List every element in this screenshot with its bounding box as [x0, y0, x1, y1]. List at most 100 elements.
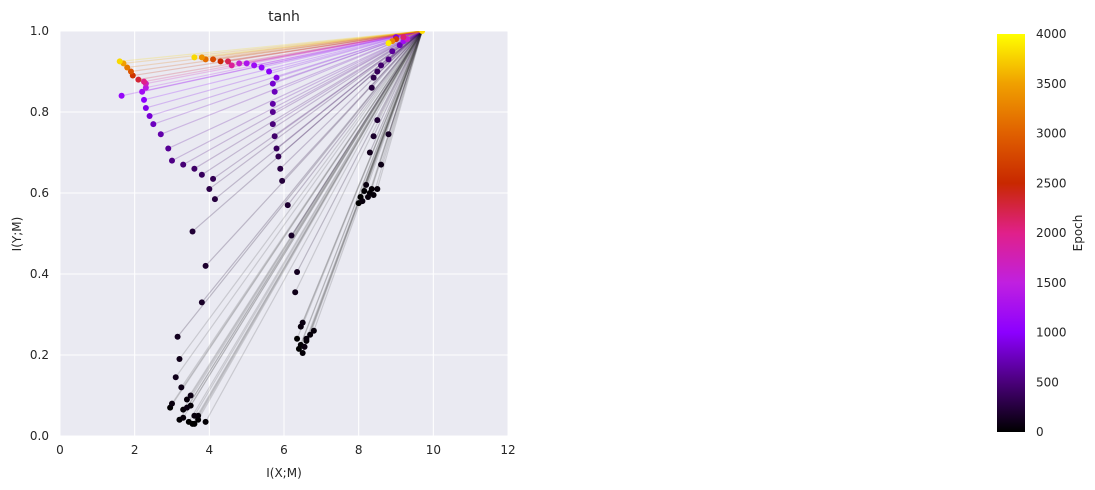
- connection-line: [171, 31, 423, 162]
- scatter-point: [273, 145, 280, 152]
- scatter-point: [178, 384, 185, 391]
- connection-line: [220, 31, 423, 62]
- scatter-point: [303, 335, 310, 342]
- scatter-point: [273, 74, 280, 81]
- scatter-point: [275, 153, 282, 160]
- scatter-point: [292, 289, 299, 296]
- colorbar-ticks: 0 500 1000 1500 2000 2500 3000 3500 4000: [1036, 27, 1067, 439]
- connection-line: [287, 31, 423, 206]
- scatter-point: [150, 121, 157, 128]
- connection-line: [359, 31, 423, 198]
- colorbar-tick-label: 500: [1036, 375, 1059, 389]
- scatter-point: [378, 161, 385, 168]
- colorbar-tick-label: 0: [1036, 425, 1044, 439]
- scatter-point: [269, 121, 276, 128]
- connection-line: [145, 31, 423, 85]
- colorbar-tick-label: 2000: [1036, 226, 1067, 240]
- scatter-point: [370, 192, 377, 199]
- connection-line: [231, 31, 423, 67]
- scatter-point: [169, 157, 175, 164]
- scatter-point: [374, 117, 381, 124]
- scatter-point: [191, 412, 198, 419]
- scatter-point: [400, 34, 407, 41]
- connection-line: [190, 31, 423, 396]
- connection-line: [182, 31, 423, 410]
- connection-line: [403, 31, 423, 38]
- connection-line: [178, 31, 423, 421]
- connection-line: [186, 31, 423, 408]
- scatter-point: [228, 62, 235, 69]
- scatter-point: [211, 196, 218, 203]
- connection-line: [274, 31, 423, 137]
- connection-line: [380, 31, 423, 165]
- scatter-point: [269, 109, 276, 115]
- scatter-point: [258, 64, 265, 71]
- connection-line: [138, 31, 423, 81]
- colorbar-tick-label: 3000: [1036, 127, 1067, 141]
- connection-line: [373, 31, 423, 137]
- scatter-point: [310, 327, 317, 334]
- y-tick-label: 0.8: [30, 105, 49, 119]
- scatter-point: [301, 343, 308, 350]
- connection-line: [194, 31, 423, 170]
- connection-line: [175, 31, 423, 378]
- scatter-point: [141, 78, 147, 85]
- scatter-point: [385, 56, 392, 63]
- scatter-point: [189, 420, 196, 427]
- y-tick-label: 0.2: [30, 348, 49, 362]
- connection-line: [387, 31, 423, 135]
- connection-line: [388, 31, 423, 60]
- connection-line: [160, 31, 423, 135]
- x-tick-label: 8: [355, 443, 363, 457]
- connection-line: [177, 31, 423, 338]
- connection-line: [365, 31, 423, 186]
- scatter-point: [202, 418, 209, 425]
- scatter-point: [370, 133, 377, 140]
- scatter-point: [243, 60, 250, 67]
- scatter-point: [363, 181, 370, 188]
- scatter-point: [146, 113, 153, 120]
- scatter-point: [198, 299, 205, 306]
- connection-line: [373, 31, 423, 79]
- colorbar-tick-label: 1000: [1036, 326, 1067, 340]
- scatter-point: [299, 319, 306, 326]
- scatter-point: [374, 68, 381, 75]
- y-tick-label: 0.6: [30, 186, 49, 200]
- scatter-point: [389, 48, 396, 55]
- scatter-point: [396, 42, 403, 49]
- connection-line: [178, 31, 423, 360]
- scatter-point: [180, 414, 187, 421]
- connection-line: [149, 31, 423, 117]
- scatter-point: [206, 185, 213, 192]
- connection-line: [395, 31, 423, 40]
- connection-line: [367, 31, 423, 198]
- x-tick-label: 4: [206, 443, 214, 457]
- connection-line: [201, 31, 423, 58]
- colorbar-tick-label: 3500: [1036, 77, 1067, 91]
- grid-lines: [59, 30, 509, 437]
- scatter-point: [187, 392, 194, 399]
- scatter-point: [366, 149, 373, 156]
- scatter-point: [176, 356, 183, 363]
- connection-line: [143, 31, 423, 83]
- connection-line: [205, 31, 423, 267]
- y-tick-label: 0.0: [30, 429, 49, 443]
- scatter-point: [198, 54, 205, 61]
- x-tick-label: 0: [56, 443, 64, 457]
- scatter-point: [183, 396, 190, 403]
- y-tick-label: 0.4: [30, 267, 49, 281]
- x-tick-label: 12: [500, 443, 515, 457]
- connection-line: [168, 31, 423, 149]
- connection-line: [227, 31, 423, 62]
- connection-line: [313, 31, 423, 331]
- colorbar-tick-label: 4000: [1036, 27, 1067, 41]
- colorbar: [997, 34, 1025, 432]
- scatter-point: [277, 165, 284, 172]
- connection-line: [193, 31, 423, 425]
- scatter-point: [135, 76, 142, 83]
- scatter-point: [266, 68, 273, 75]
- connection-line: [186, 31, 423, 400]
- scatter-point: [165, 145, 172, 152]
- connection-line: [127, 31, 423, 69]
